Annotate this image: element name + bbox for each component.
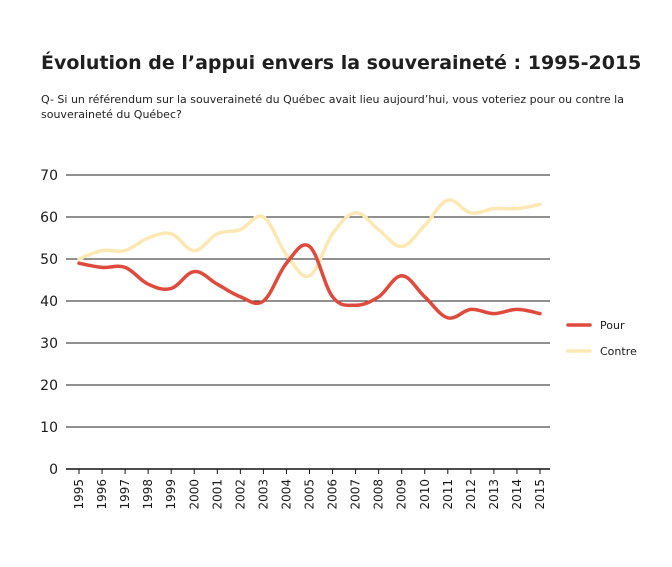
x-tick-label-2014: 2014 (510, 479, 524, 510)
x-axis: 1995 1996 1997 1998 1999 2000 2001 2002 2003 2004… (66, 468, 550, 510)
x-tick-label-2009: 2009 (395, 479, 409, 510)
x-tick-label-2005: 2005 (303, 479, 317, 510)
x-tick-label-2010: 2010 (418, 479, 432, 510)
x-tick-label-1995: 1995 (72, 479, 86, 510)
x-tick-label-1997: 1997 (118, 479, 132, 510)
x-tick-label-2001: 2001 (210, 479, 224, 510)
chart-title: Évolution de l’appui envers la souverain… (41, 52, 642, 74)
y-tick-label-30: 30 (40, 336, 58, 352)
x-tick-label-1998: 1998 (141, 479, 155, 510)
y-tick-label-20: 20 (40, 378, 58, 394)
x-tick-label-2006: 2006 (326, 479, 340, 510)
y-axis-ticks: 0 10 20 30 40 50 60 70 (40, 168, 58, 478)
y-tick-label-40: 40 (40, 294, 58, 310)
x-tick-label-2015: 2015 (533, 479, 547, 510)
grid-lines (66, 174, 550, 428)
x-tick-label-2000: 2000 (187, 479, 201, 510)
y-tick-label-50: 50 (40, 252, 58, 268)
x-tick-label-2013: 2013 (487, 479, 501, 510)
y-tick-label-0: 0 (49, 462, 58, 478)
x-tick-label-2004: 2004 (279, 479, 293, 510)
series-line-contre (77, 198, 542, 279)
chart-subtitle: Q- Si un référendum sur la souveraineté … (41, 93, 624, 121)
legend: Pour Contre (566, 319, 637, 358)
series-line-pour (77, 243, 542, 320)
y-tick-label-70: 70 (40, 168, 58, 184)
x-tick-label-2012: 2012 (464, 479, 478, 510)
x-tick-label-2002: 2002 (233, 479, 247, 510)
x-tick-label-2008: 2008 (372, 479, 386, 510)
x-tick-label-1996: 1996 (95, 479, 109, 510)
legend-label-pour: Pour (600, 319, 625, 332)
x-tick-label-1999: 1999 (164, 479, 178, 510)
y-tick-label-10: 10 (40, 420, 58, 436)
series-lines (77, 198, 542, 320)
x-tick-label-2003: 2003 (256, 479, 270, 510)
x-tick-label-2007: 2007 (349, 479, 363, 510)
y-tick-label-60: 60 (40, 210, 58, 226)
legend-label-contre: Contre (600, 345, 637, 358)
x-tick-label-2011: 2011 (441, 479, 455, 510)
